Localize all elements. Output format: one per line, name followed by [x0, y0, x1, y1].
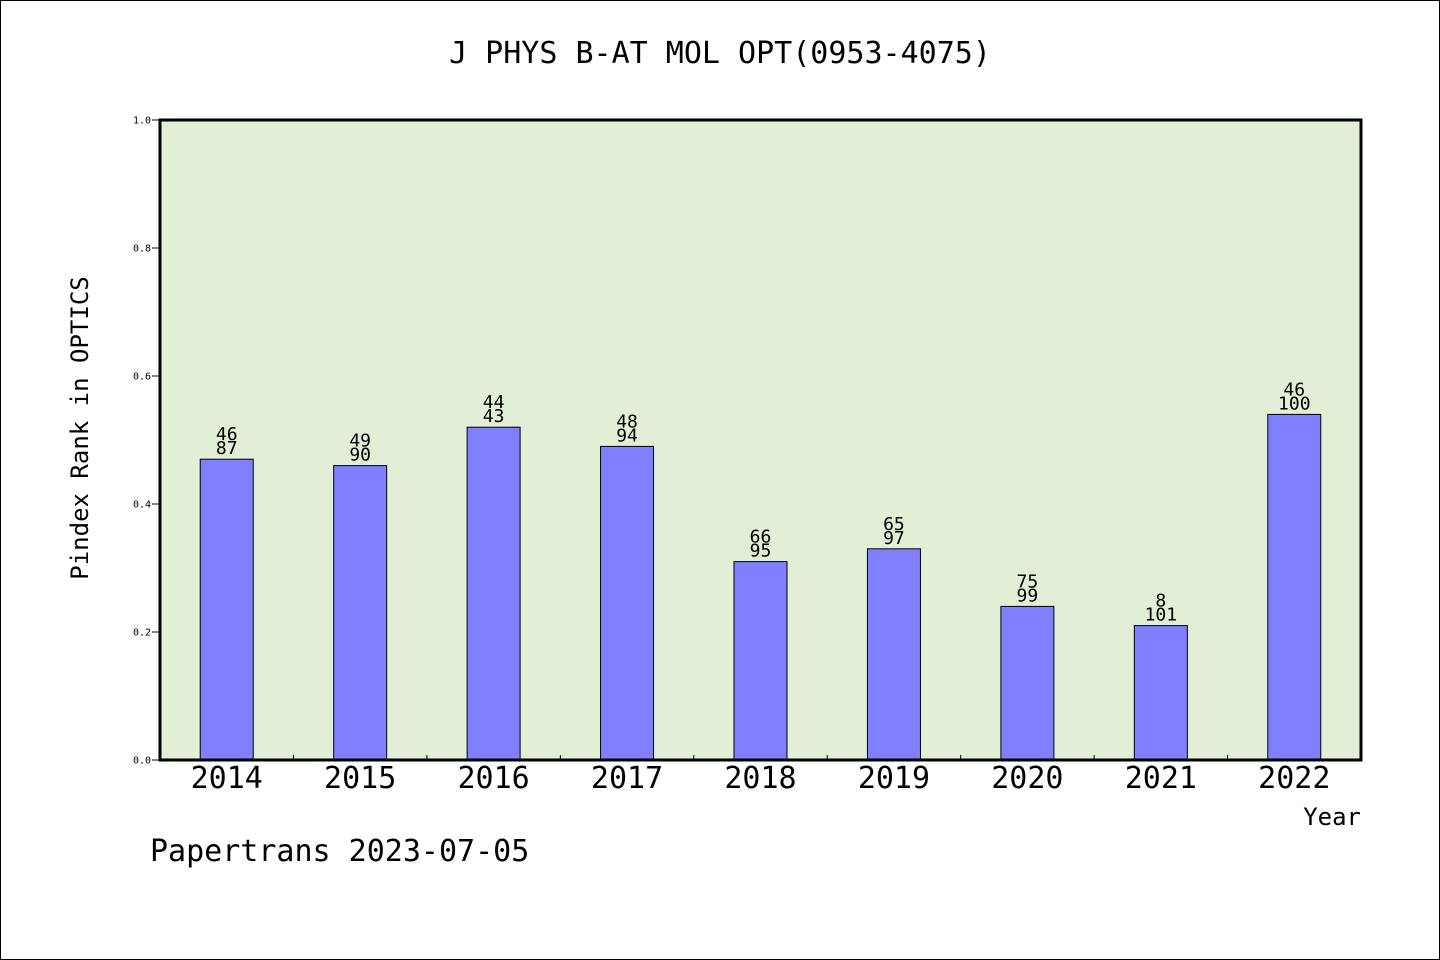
y-tick-label: 1.0: [133, 116, 151, 127]
x-tick-label: 2022: [1258, 761, 1330, 796]
bar-label-bottom: 87: [216, 438, 238, 459]
bar-label-bottom: 43: [483, 406, 505, 427]
x-axis: 2014 2015 2016 2017 2018 2019 2020 2021 2022: [191, 755, 1330, 796]
x-tick-label: 2014: [191, 761, 263, 796]
bar-label-top: 44: [483, 392, 505, 413]
bar-2015: [333, 465, 388, 761]
y-axis: 0.0 0.2 0.4 0.6 0.8 1.0: [133, 116, 160, 767]
y-tick-label: 0.8: [133, 244, 151, 255]
bar-2016: [466, 426, 521, 761]
bar-2020: [1000, 605, 1055, 761]
x-axis-label: Year: [1303, 803, 1361, 831]
bar-label-bottom: 100: [1278, 393, 1311, 414]
bar-label-top: 66: [750, 527, 772, 548]
y-tick-label: 0.2: [133, 628, 151, 639]
bar-label-bottom: 101: [1145, 605, 1178, 626]
y-tick-label: 0.0: [133, 756, 151, 767]
x-tick-label: 2020: [991, 761, 1063, 796]
bar-label-bottom: 95: [750, 541, 772, 562]
bar-label-top: 8: [1155, 591, 1166, 612]
bar-label-top: 75: [1017, 571, 1039, 592]
bar-label-bottom: 94: [616, 425, 638, 446]
x-tick-label: 2019: [858, 761, 930, 796]
bar-label-bottom: 90: [349, 445, 371, 466]
y-tick-label: 0.4: [133, 500, 151, 511]
x-tick-label: 2018: [724, 761, 796, 796]
bar-2021: [1133, 625, 1188, 761]
x-tick-label: 2015: [324, 761, 396, 796]
bar-series: [199, 413, 1322, 761]
bar-label-top: 65: [883, 514, 905, 535]
plot-border: [158, 118, 1363, 762]
bar-2017: [600, 445, 655, 761]
bar-label-top: 46: [1283, 379, 1305, 400]
bar-2019: [866, 548, 921, 761]
x-tick-label: 2016: [457, 761, 529, 796]
bar-label-bottom: 97: [883, 528, 905, 549]
chart-title: J PHYS B-AT MOL OPT(0953-4075): [449, 36, 991, 71]
y-tick-label: 0.6: [133, 372, 151, 383]
bar-label-bottom: 99: [1017, 585, 1039, 606]
x-tick-label: 2021: [1125, 761, 1197, 796]
bar-2018: [733, 561, 788, 761]
bar-2014: [199, 458, 254, 761]
bar-label-top: 48: [616, 411, 638, 432]
y-axis-label: Pindex Rank in OPTICS: [66, 276, 94, 579]
x-tick-label: 2017: [591, 761, 663, 796]
bar-label-top: 46: [216, 424, 238, 445]
footer-credit: Papertrans 2023-07-05: [150, 834, 530, 869]
bar-2022: [1267, 413, 1322, 761]
bar-label-top: 49: [349, 431, 371, 452]
